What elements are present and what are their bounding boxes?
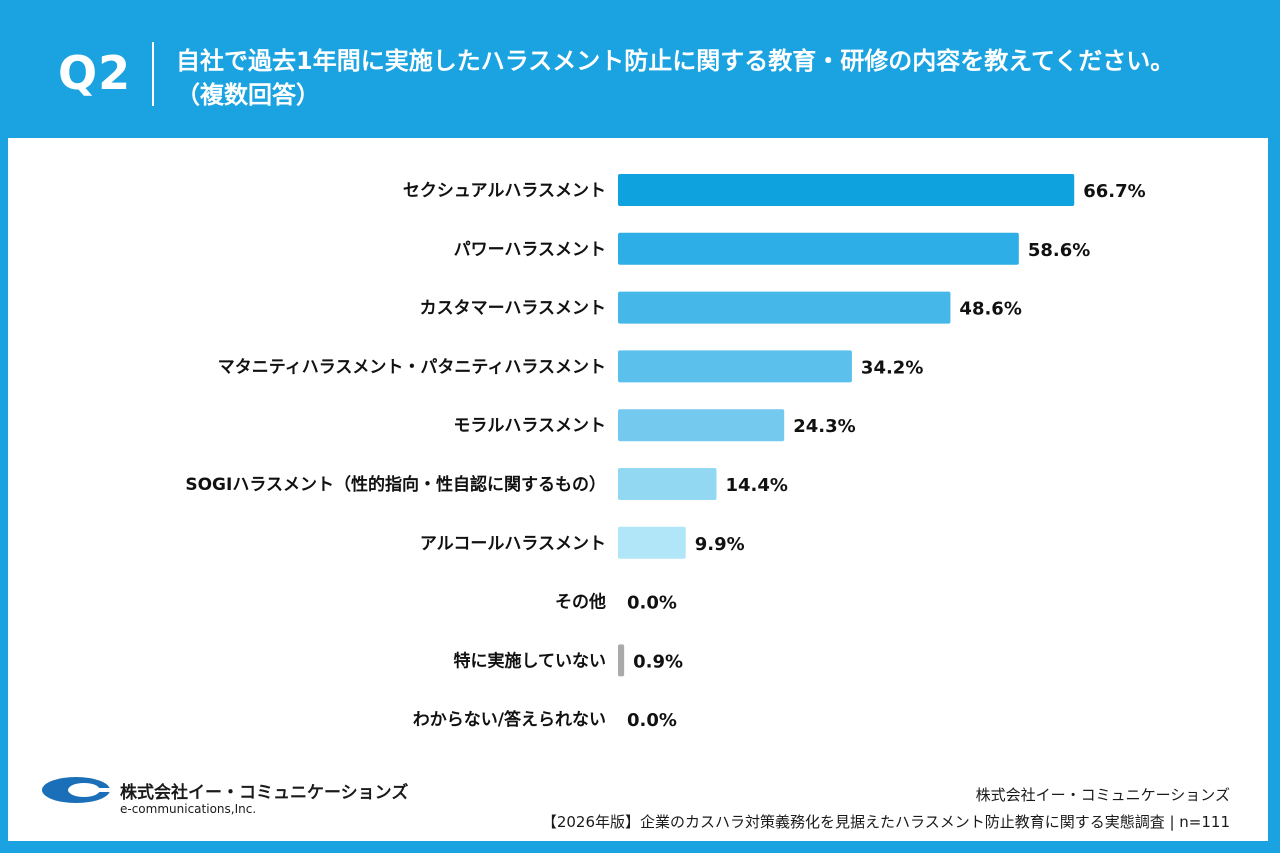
logo-name-jp: 株式会社イー・コミュニケーションズ	[120, 783, 409, 803]
bar	[618, 644, 625, 677]
bar	[618, 409, 785, 442]
logo-name-en: e-communications,Inc.	[120, 802, 257, 816]
bar	[618, 526, 686, 559]
value-label: 48.6%	[959, 299, 1021, 320]
bar	[618, 350, 852, 383]
value-label: 0.9%	[633, 651, 683, 672]
category-label: マタニティハラスメント・パタニティハラスメント	[218, 357, 606, 377]
category-label: わからない/答えられない	[413, 709, 606, 730]
header: Q2 自社で過去1年間に実施したハラスメント防止に関する教育・研修の内容を教えて…	[0, 0, 1280, 138]
value-label: 0.0%	[627, 593, 677, 614]
bar	[618, 232, 1019, 265]
bar	[618, 291, 951, 324]
value-label: 34.2%	[861, 357, 923, 378]
bar	[618, 174, 1075, 206]
value-label: 24.3%	[793, 416, 855, 437]
logo-mark-icon	[42, 777, 112, 803]
company-logo: 株式会社イー・コミュニケーションズ e-communications,Inc.	[40, 774, 420, 824]
value-label: 58.6%	[1028, 240, 1090, 261]
value-label: 14.4%	[725, 475, 787, 496]
question-text: 自社で過去1年間に実施したハラスメント防止に関する教育・研修の内容を教えてくださ…	[176, 47, 1175, 109]
question-number: Q2	[58, 46, 132, 100]
category-label: カスタマーハラスメント	[420, 299, 606, 319]
chart-panel: セクシュアルハラスメント 66.7% パワーハラスメント 58.6% カスタマーハラスメ…	[8, 138, 1268, 841]
value-label: 9.9%	[695, 534, 745, 555]
footer-company: 株式会社イー・コミュニケーションズ	[975, 786, 1230, 804]
bar-chart: セクシュアルハラスメント 66.7% パワーハラスメント 58.6% カスタマーハラスメ…	[185, 174, 1146, 731]
category-label: SOGIハラスメント（性的指向・性自認に関するもの）	[185, 474, 606, 495]
category-label: セクシュアルハラスメント	[403, 181, 606, 201]
category-label: アルコールハラスメント	[420, 534, 606, 554]
category-label: モラルハラスメント	[453, 416, 606, 436]
value-label: 0.0%	[627, 710, 677, 731]
category-label: パワーハラスメント	[454, 240, 606, 260]
category-label: 特に実施していない	[454, 650, 607, 671]
footer-source: 【2026年版】企業のカスハラ対策義務化を見据えたハラスメント防止教育に関する実…	[541, 813, 1230, 831]
category-label: その他	[555, 592, 606, 613]
value-label: 66.7%	[1083, 181, 1145, 202]
header-divider	[152, 42, 154, 106]
bar	[618, 468, 717, 500]
